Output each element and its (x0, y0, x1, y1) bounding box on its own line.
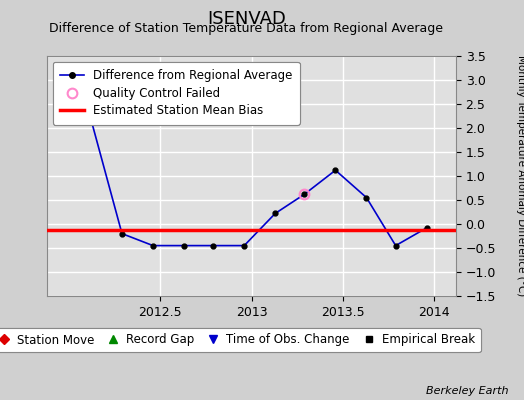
Text: Berkeley Earth: Berkeley Earth (426, 386, 508, 396)
Legend: Station Move, Record Gap, Time of Obs. Change, Empirical Break: Station Move, Record Gap, Time of Obs. C… (0, 328, 481, 352)
Y-axis label: Monthly Temperature Anomaly Difference (°C): Monthly Temperature Anomaly Difference (… (516, 55, 524, 297)
Text: Difference of Station Temperature Data from Regional Average: Difference of Station Temperature Data f… (49, 22, 443, 35)
Text: ISENVAD: ISENVAD (207, 10, 286, 28)
Legend: Difference from Regional Average, Quality Control Failed, Estimated Station Mean: Difference from Regional Average, Qualit… (53, 62, 300, 124)
